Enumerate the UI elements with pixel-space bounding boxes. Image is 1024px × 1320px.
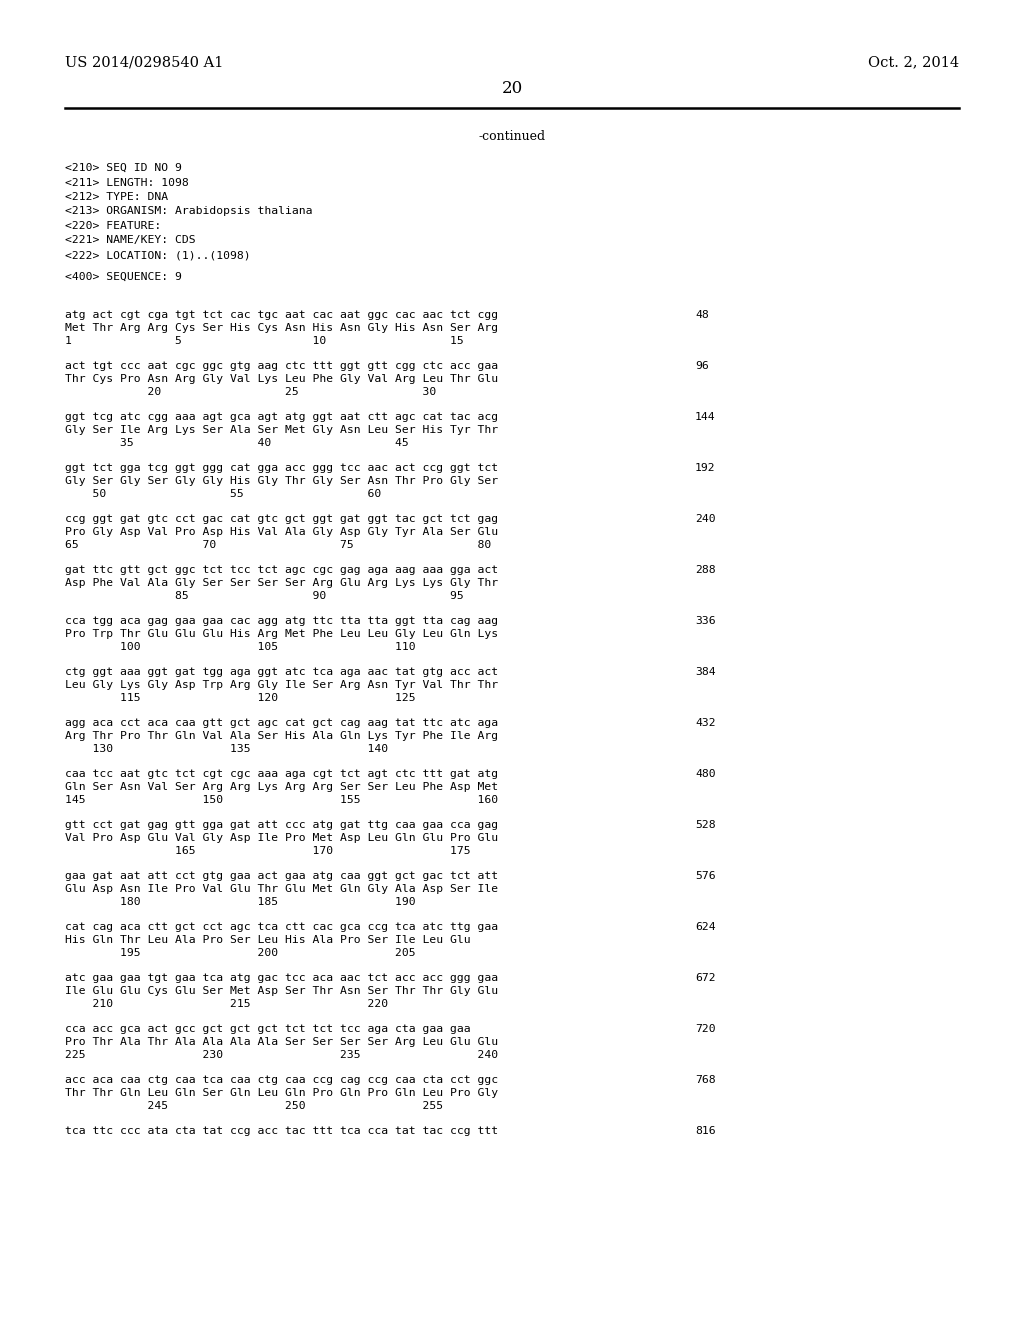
- Text: 288: 288: [695, 565, 716, 576]
- Text: 145                 150                 155                 160: 145 150 155 160: [65, 795, 498, 805]
- Text: <212> TYPE: DNA: <212> TYPE: DNA: [65, 191, 168, 202]
- Text: 195                 200                 205: 195 200 205: [65, 948, 416, 958]
- Text: <210> SEQ ID NO 9: <210> SEQ ID NO 9: [65, 162, 182, 173]
- Text: gtt cct gat gag gtt gga gat att ccc atg gat ttg caa gaa cca gag: gtt cct gat gag gtt gga gat att ccc atg …: [65, 820, 498, 830]
- Text: Gly Ser Ile Arg Lys Ser Ala Ser Met Gly Asn Leu Ser His Tyr Thr: Gly Ser Ile Arg Lys Ser Ala Ser Met Gly …: [65, 425, 498, 436]
- Text: acc aca caa ctg caa tca caa ctg caa ccg cag ccg caa cta cct ggc: acc aca caa ctg caa tca caa ctg caa ccg …: [65, 1074, 498, 1085]
- Text: 240: 240: [695, 513, 716, 524]
- Text: Gln Ser Asn Val Ser Arg Arg Lys Arg Arg Ser Ser Leu Phe Asp Met: Gln Ser Asn Val Ser Arg Arg Lys Arg Arg …: [65, 781, 498, 792]
- Text: Pro Trp Thr Glu Glu Glu His Arg Met Phe Leu Leu Gly Leu Gln Lys: Pro Trp Thr Glu Glu Glu His Arg Met Phe …: [65, 630, 498, 639]
- Text: 115                 120                 125: 115 120 125: [65, 693, 416, 704]
- Text: <211> LENGTH: 1098: <211> LENGTH: 1098: [65, 177, 188, 187]
- Text: Met Thr Arg Arg Cys Ser His Cys Asn His Asn Gly His Asn Ser Arg: Met Thr Arg Arg Cys Ser His Cys Asn His …: [65, 323, 498, 333]
- Text: Leu Gly Lys Gly Asp Trp Arg Gly Ile Ser Arg Asn Tyr Val Thr Thr: Leu Gly Lys Gly Asp Trp Arg Gly Ile Ser …: [65, 680, 498, 690]
- Text: 384: 384: [695, 667, 716, 677]
- Text: 85                  90                  95: 85 90 95: [65, 591, 464, 601]
- Text: Asp Phe Val Ala Gly Ser Ser Ser Ser Arg Glu Arg Lys Lys Gly Thr: Asp Phe Val Ala Gly Ser Ser Ser Ser Arg …: [65, 578, 498, 587]
- Text: 528: 528: [695, 820, 716, 830]
- Text: Oct. 2, 2014: Oct. 2, 2014: [868, 55, 959, 69]
- Text: agg aca cct aca caa gtt gct agc cat gct cag aag tat ttc atc aga: agg aca cct aca caa gtt gct agc cat gct …: [65, 718, 498, 729]
- Text: <220> FEATURE:: <220> FEATURE:: [65, 220, 161, 231]
- Text: 50                  55                  60: 50 55 60: [65, 488, 381, 499]
- Text: ggt tcg atc cgg aaa agt gca agt atg ggt aat ctt agc cat tac acg: ggt tcg atc cgg aaa agt gca agt atg ggt …: [65, 412, 498, 422]
- Text: Thr Cys Pro Asn Arg Gly Val Lys Leu Phe Gly Val Arg Leu Thr Glu: Thr Cys Pro Asn Arg Gly Val Lys Leu Phe …: [65, 374, 498, 384]
- Text: 130                 135                 140: 130 135 140: [65, 744, 388, 754]
- Text: caa tcc aat gtc tct cgt cgc aaa aga cgt tct agt ctc ttt gat atg: caa tcc aat gtc tct cgt cgc aaa aga cgt …: [65, 770, 498, 779]
- Text: His Gln Thr Leu Ala Pro Ser Leu His Ala Pro Ser Ile Leu Glu: His Gln Thr Leu Ala Pro Ser Leu His Ala …: [65, 935, 471, 945]
- Text: cat cag aca ctt gct cct agc tca ctt cac gca ccg tca atc ttg gaa: cat cag aca ctt gct cct agc tca ctt cac …: [65, 921, 498, 932]
- Text: <222> LOCATION: (1)..(1098): <222> LOCATION: (1)..(1098): [65, 249, 251, 260]
- Text: 20: 20: [502, 81, 522, 96]
- Text: 210                 215                 220: 210 215 220: [65, 999, 388, 1008]
- Text: 165                 170                 175: 165 170 175: [65, 846, 471, 855]
- Text: 432: 432: [695, 718, 716, 729]
- Text: 336: 336: [695, 616, 716, 626]
- Text: US 2014/0298540 A1: US 2014/0298540 A1: [65, 55, 223, 69]
- Text: 35                  40                  45: 35 40 45: [65, 438, 409, 447]
- Text: -continued: -continued: [478, 129, 546, 143]
- Text: 192: 192: [695, 463, 716, 473]
- Text: atg act cgt cga tgt tct cac tgc aat cac aat ggc cac aac tct cgg: atg act cgt cga tgt tct cac tgc aat cac …: [65, 310, 498, 319]
- Text: 480: 480: [695, 770, 716, 779]
- Text: <213> ORGANISM: Arabidopsis thaliana: <213> ORGANISM: Arabidopsis thaliana: [65, 206, 312, 216]
- Text: ggt tct gga tcg ggt ggg cat gga acc ggg tcc aac act ccg ggt tct: ggt tct gga tcg ggt ggg cat gga acc ggg …: [65, 463, 498, 473]
- Text: gaa gat aat att cct gtg gaa act gaa atg caa ggt gct gac tct att: gaa gat aat att cct gtg gaa act gaa atg …: [65, 871, 498, 880]
- Text: Thr Thr Gln Leu Gln Ser Gln Leu Gln Pro Gln Pro Gln Leu Pro Gly: Thr Thr Gln Leu Gln Ser Gln Leu Gln Pro …: [65, 1088, 498, 1098]
- Text: Ile Glu Glu Cys Glu Ser Met Asp Ser Thr Asn Ser Thr Thr Gly Glu: Ile Glu Glu Cys Glu Ser Met Asp Ser Thr …: [65, 986, 498, 997]
- Text: Pro Gly Asp Val Pro Asp His Val Ala Gly Asp Gly Tyr Ala Ser Glu: Pro Gly Asp Val Pro Asp His Val Ala Gly …: [65, 527, 498, 537]
- Text: 576: 576: [695, 871, 716, 880]
- Text: 624: 624: [695, 921, 716, 932]
- Text: 672: 672: [695, 973, 716, 983]
- Text: 768: 768: [695, 1074, 716, 1085]
- Text: 20                  25                  30: 20 25 30: [65, 387, 436, 397]
- Text: atc gaa gaa tgt gaa tca atg gac tcc aca aac tct acc acc ggg gaa: atc gaa gaa tgt gaa tca atg gac tcc aca …: [65, 973, 498, 983]
- Text: 816: 816: [695, 1126, 716, 1137]
- Text: Glu Asp Asn Ile Pro Val Glu Thr Glu Met Gln Gly Ala Asp Ser Ile: Glu Asp Asn Ile Pro Val Glu Thr Glu Met …: [65, 884, 498, 894]
- Text: gat ttc gtt gct ggc tct tcc tct agc cgc gag aga aag aaa gga act: gat ttc gtt gct ggc tct tcc tct agc cgc …: [65, 565, 498, 576]
- Text: <221> NAME/KEY: CDS: <221> NAME/KEY: CDS: [65, 235, 196, 246]
- Text: 100                 105                 110: 100 105 110: [65, 642, 416, 652]
- Text: <400> SEQUENCE: 9: <400> SEQUENCE: 9: [65, 272, 182, 282]
- Text: 96: 96: [695, 360, 709, 371]
- Text: 48: 48: [695, 310, 709, 319]
- Text: ctg ggt aaa ggt gat tgg aga ggt atc tca aga aac tat gtg acc act: ctg ggt aaa ggt gat tgg aga ggt atc tca …: [65, 667, 498, 677]
- Text: Gly Ser Gly Ser Gly Gly His Gly Thr Gly Ser Asn Thr Pro Gly Ser: Gly Ser Gly Ser Gly Gly His Gly Thr Gly …: [65, 477, 498, 486]
- Text: 245                 250                 255: 245 250 255: [65, 1101, 443, 1111]
- Text: 65                  70                  75                  80: 65 70 75 80: [65, 540, 492, 550]
- Text: 720: 720: [695, 1024, 716, 1034]
- Text: 144: 144: [695, 412, 716, 422]
- Text: tca ttc ccc ata cta tat ccg acc tac ttt tca cca tat tac ccg ttt: tca ttc ccc ata cta tat ccg acc tac ttt …: [65, 1126, 498, 1137]
- Text: ccg ggt gat gtc cct gac cat gtc gct ggt gat ggt tac gct tct gag: ccg ggt gat gtc cct gac cat gtc gct ggt …: [65, 513, 498, 524]
- Text: act tgt ccc aat cgc ggc gtg aag ctc ttt ggt gtt cgg ctc acc gaa: act tgt ccc aat cgc ggc gtg aag ctc ttt …: [65, 360, 498, 371]
- Text: Arg Thr Pro Thr Gln Val Ala Ser His Ala Gln Lys Tyr Phe Ile Arg: Arg Thr Pro Thr Gln Val Ala Ser His Ala …: [65, 731, 498, 741]
- Text: cca tgg aca gag gaa gaa cac agg atg ttc tta tta ggt tta cag aag: cca tgg aca gag gaa gaa cac agg atg ttc …: [65, 616, 498, 626]
- Text: 1               5                   10                  15: 1 5 10 15: [65, 337, 464, 346]
- Text: Pro Thr Ala Thr Ala Ala Ala Ala Ser Ser Ser Ser Arg Leu Glu Glu: Pro Thr Ala Thr Ala Ala Ala Ala Ser Ser …: [65, 1038, 498, 1047]
- Text: Val Pro Asp Glu Val Gly Asp Ile Pro Met Asp Leu Gln Glu Pro Glu: Val Pro Asp Glu Val Gly Asp Ile Pro Met …: [65, 833, 498, 843]
- Text: 180                 185                 190: 180 185 190: [65, 898, 416, 907]
- Text: 225                 230                 235                 240: 225 230 235 240: [65, 1049, 498, 1060]
- Text: cca acc gca act gcc gct gct gct tct tct tcc aga cta gaa gaa: cca acc gca act gcc gct gct gct tct tct …: [65, 1024, 471, 1034]
